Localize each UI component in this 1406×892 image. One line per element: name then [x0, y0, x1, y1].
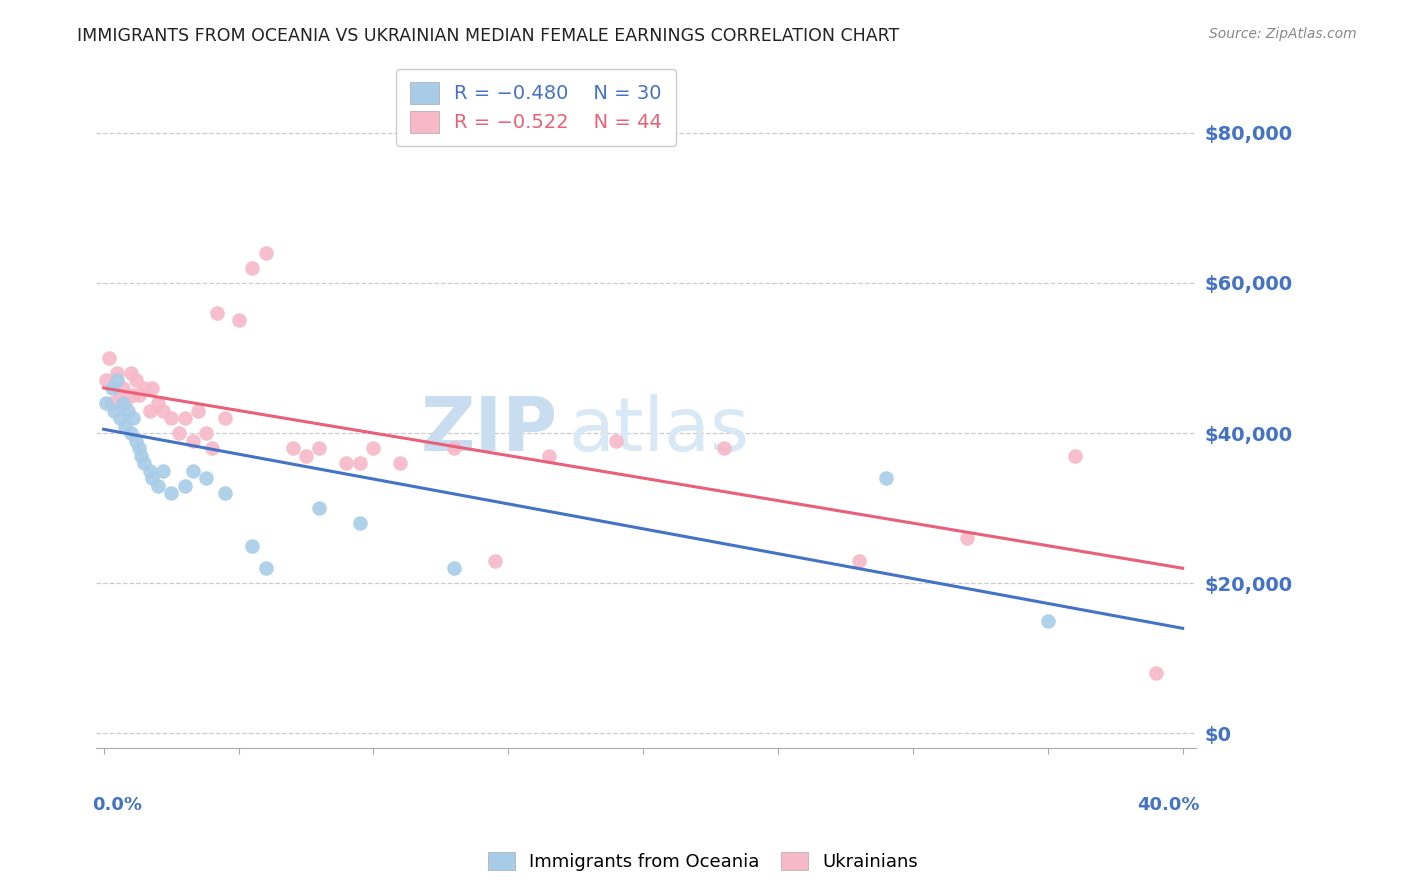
- Point: [214, 411, 236, 425]
- Point: [363, 441, 385, 455]
- Point: [537, 449, 560, 463]
- Point: [308, 501, 330, 516]
- Point: [254, 245, 277, 260]
- Point: [173, 478, 195, 492]
- Point: [848, 554, 870, 568]
- Point: [443, 561, 465, 575]
- Point: [281, 441, 304, 455]
- Point: [114, 396, 136, 410]
- Point: [111, 396, 134, 410]
- Point: [122, 388, 145, 402]
- Point: [1063, 449, 1085, 463]
- Point: [484, 554, 506, 568]
- Point: [349, 456, 371, 470]
- Point: [138, 403, 160, 417]
- Point: [160, 411, 183, 425]
- Point: [195, 425, 218, 440]
- Point: [167, 425, 190, 440]
- Point: [134, 381, 156, 395]
- Text: Source: ZipAtlas.com: Source: ZipAtlas.com: [1209, 27, 1357, 41]
- Point: [200, 441, 222, 455]
- Point: [131, 449, 153, 463]
- Point: [875, 471, 897, 485]
- Point: [120, 425, 142, 440]
- Point: [254, 561, 277, 575]
- Point: [605, 434, 627, 448]
- Point: [713, 441, 735, 455]
- Point: [101, 396, 124, 410]
- Point: [111, 381, 134, 395]
- Text: 0.0%: 0.0%: [93, 796, 142, 814]
- Point: [308, 441, 330, 455]
- Point: [120, 366, 142, 380]
- Point: [240, 260, 263, 275]
- Point: [101, 381, 124, 395]
- Legend: Immigrants from Oceania, Ukrainians: Immigrants from Oceania, Ukrainians: [481, 845, 925, 879]
- Point: [152, 403, 174, 417]
- Point: [122, 411, 145, 425]
- Point: [195, 471, 218, 485]
- Point: [443, 441, 465, 455]
- Point: [349, 516, 371, 531]
- Point: [146, 478, 169, 492]
- Point: [160, 486, 183, 500]
- Point: [205, 306, 228, 320]
- Point: [128, 441, 150, 455]
- Text: atlas: atlas: [569, 394, 749, 467]
- Point: [152, 464, 174, 478]
- Point: [335, 456, 357, 470]
- Point: [134, 456, 156, 470]
- Point: [128, 388, 150, 402]
- Point: [105, 366, 128, 380]
- Point: [117, 403, 139, 417]
- Point: [240, 539, 263, 553]
- Point: [141, 471, 163, 485]
- Point: [181, 434, 204, 448]
- Point: [1144, 666, 1167, 681]
- Point: [214, 486, 236, 500]
- Text: 40.0%: 40.0%: [1137, 796, 1199, 814]
- Point: [146, 396, 169, 410]
- Point: [173, 411, 195, 425]
- Point: [141, 381, 163, 395]
- Point: [105, 374, 128, 388]
- Point: [389, 456, 412, 470]
- Point: [125, 434, 148, 448]
- Text: ZIP: ZIP: [420, 394, 558, 467]
- Point: [295, 449, 318, 463]
- Point: [1036, 614, 1059, 628]
- Point: [96, 396, 118, 410]
- Point: [108, 388, 131, 402]
- Point: [103, 403, 125, 417]
- Point: [181, 464, 204, 478]
- Point: [228, 313, 250, 327]
- Legend: R = −0.480    N = 30, R = −0.522    N = 44: R = −0.480 N = 30, R = −0.522 N = 44: [396, 69, 676, 146]
- Point: [98, 351, 121, 365]
- Point: [96, 374, 118, 388]
- Point: [187, 403, 209, 417]
- Point: [114, 418, 136, 433]
- Text: IMMIGRANTS FROM OCEANIA VS UKRAINIAN MEDIAN FEMALE EARNINGS CORRELATION CHART: IMMIGRANTS FROM OCEANIA VS UKRAINIAN MED…: [77, 27, 900, 45]
- Point: [125, 374, 148, 388]
- Point: [108, 411, 131, 425]
- Point: [956, 531, 979, 545]
- Point: [138, 464, 160, 478]
